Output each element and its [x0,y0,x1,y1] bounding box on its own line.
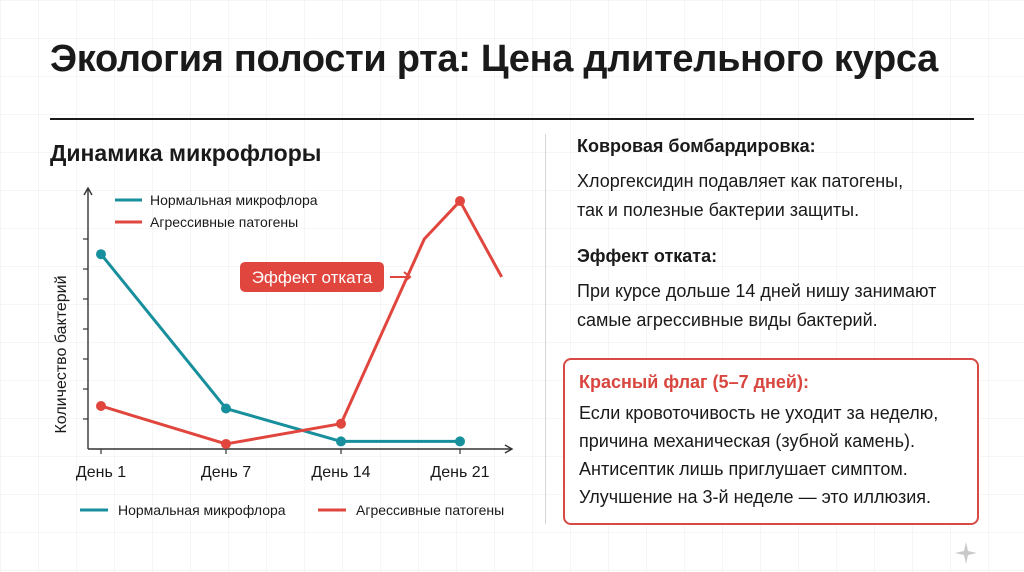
series-line [100,199,503,446]
annotation-label: Эффект отката [252,268,373,287]
red-flag-box: Красный флаг (5–7 дней): Если кровоточив… [563,358,979,525]
data-point [96,249,106,260]
red-flag-text: Если кровоточивость не уходит за неделю,… [579,403,939,507]
rebound-effect-heading: Эффект отката: [577,246,718,266]
x-tick-label: День 14 [311,464,370,481]
y-axis-arrow [83,186,93,196]
vertical-divider [545,134,546,524]
x-tick-label: День 21 [430,464,489,481]
carpet-bombing-heading: Ковровая бомбардировка: [577,136,816,156]
x-tick-label: День 1 [76,464,126,481]
rebound-effect-text: При курсе дольше 14 дней нишу занимают с… [577,281,937,330]
x-tick-label: День 7 [201,464,251,481]
data-point [336,418,346,429]
data-point [336,436,346,447]
legend-label: Агрессивные патогены [356,502,504,518]
data-point [455,196,465,207]
red-flag-heading: Красный флаг (5–7 дней): [579,372,809,392]
y-axis-label: Количество бактерий [53,275,70,433]
microflora-line-chart: Количество бактерий День 1 День 7 День 14 Де… [53,186,514,518]
annotation-box [240,261,384,292]
legend-label: Нормальная микрофлора [150,192,318,208]
title-divider [50,118,974,120]
legend-label: Агрессивные патогены [150,214,298,230]
sparkle-icon [955,542,977,564]
carpet-bombing-block: Ковровая бомбардировка: Хлоргексидин под… [577,136,903,225]
data-point [455,436,465,447]
page-title: Экология полости рта: Цена длительного к… [50,38,939,80]
annotation-arrow [390,271,412,283]
rebound-effect-block: Эффект отката: При курсе дольше 14 дней … [577,246,936,335]
data-point [221,438,231,449]
carpet-bombing-text: Хлоргексидин подавляет как патогены, так… [577,171,904,220]
x-axis-arrow [504,444,514,454]
legend-label: Нормальная микрофлора [118,502,286,518]
chart-heading: Динамика микрофлоры [50,140,322,166]
series-line [99,253,460,443]
data-point [96,400,106,411]
data-point [221,403,231,414]
